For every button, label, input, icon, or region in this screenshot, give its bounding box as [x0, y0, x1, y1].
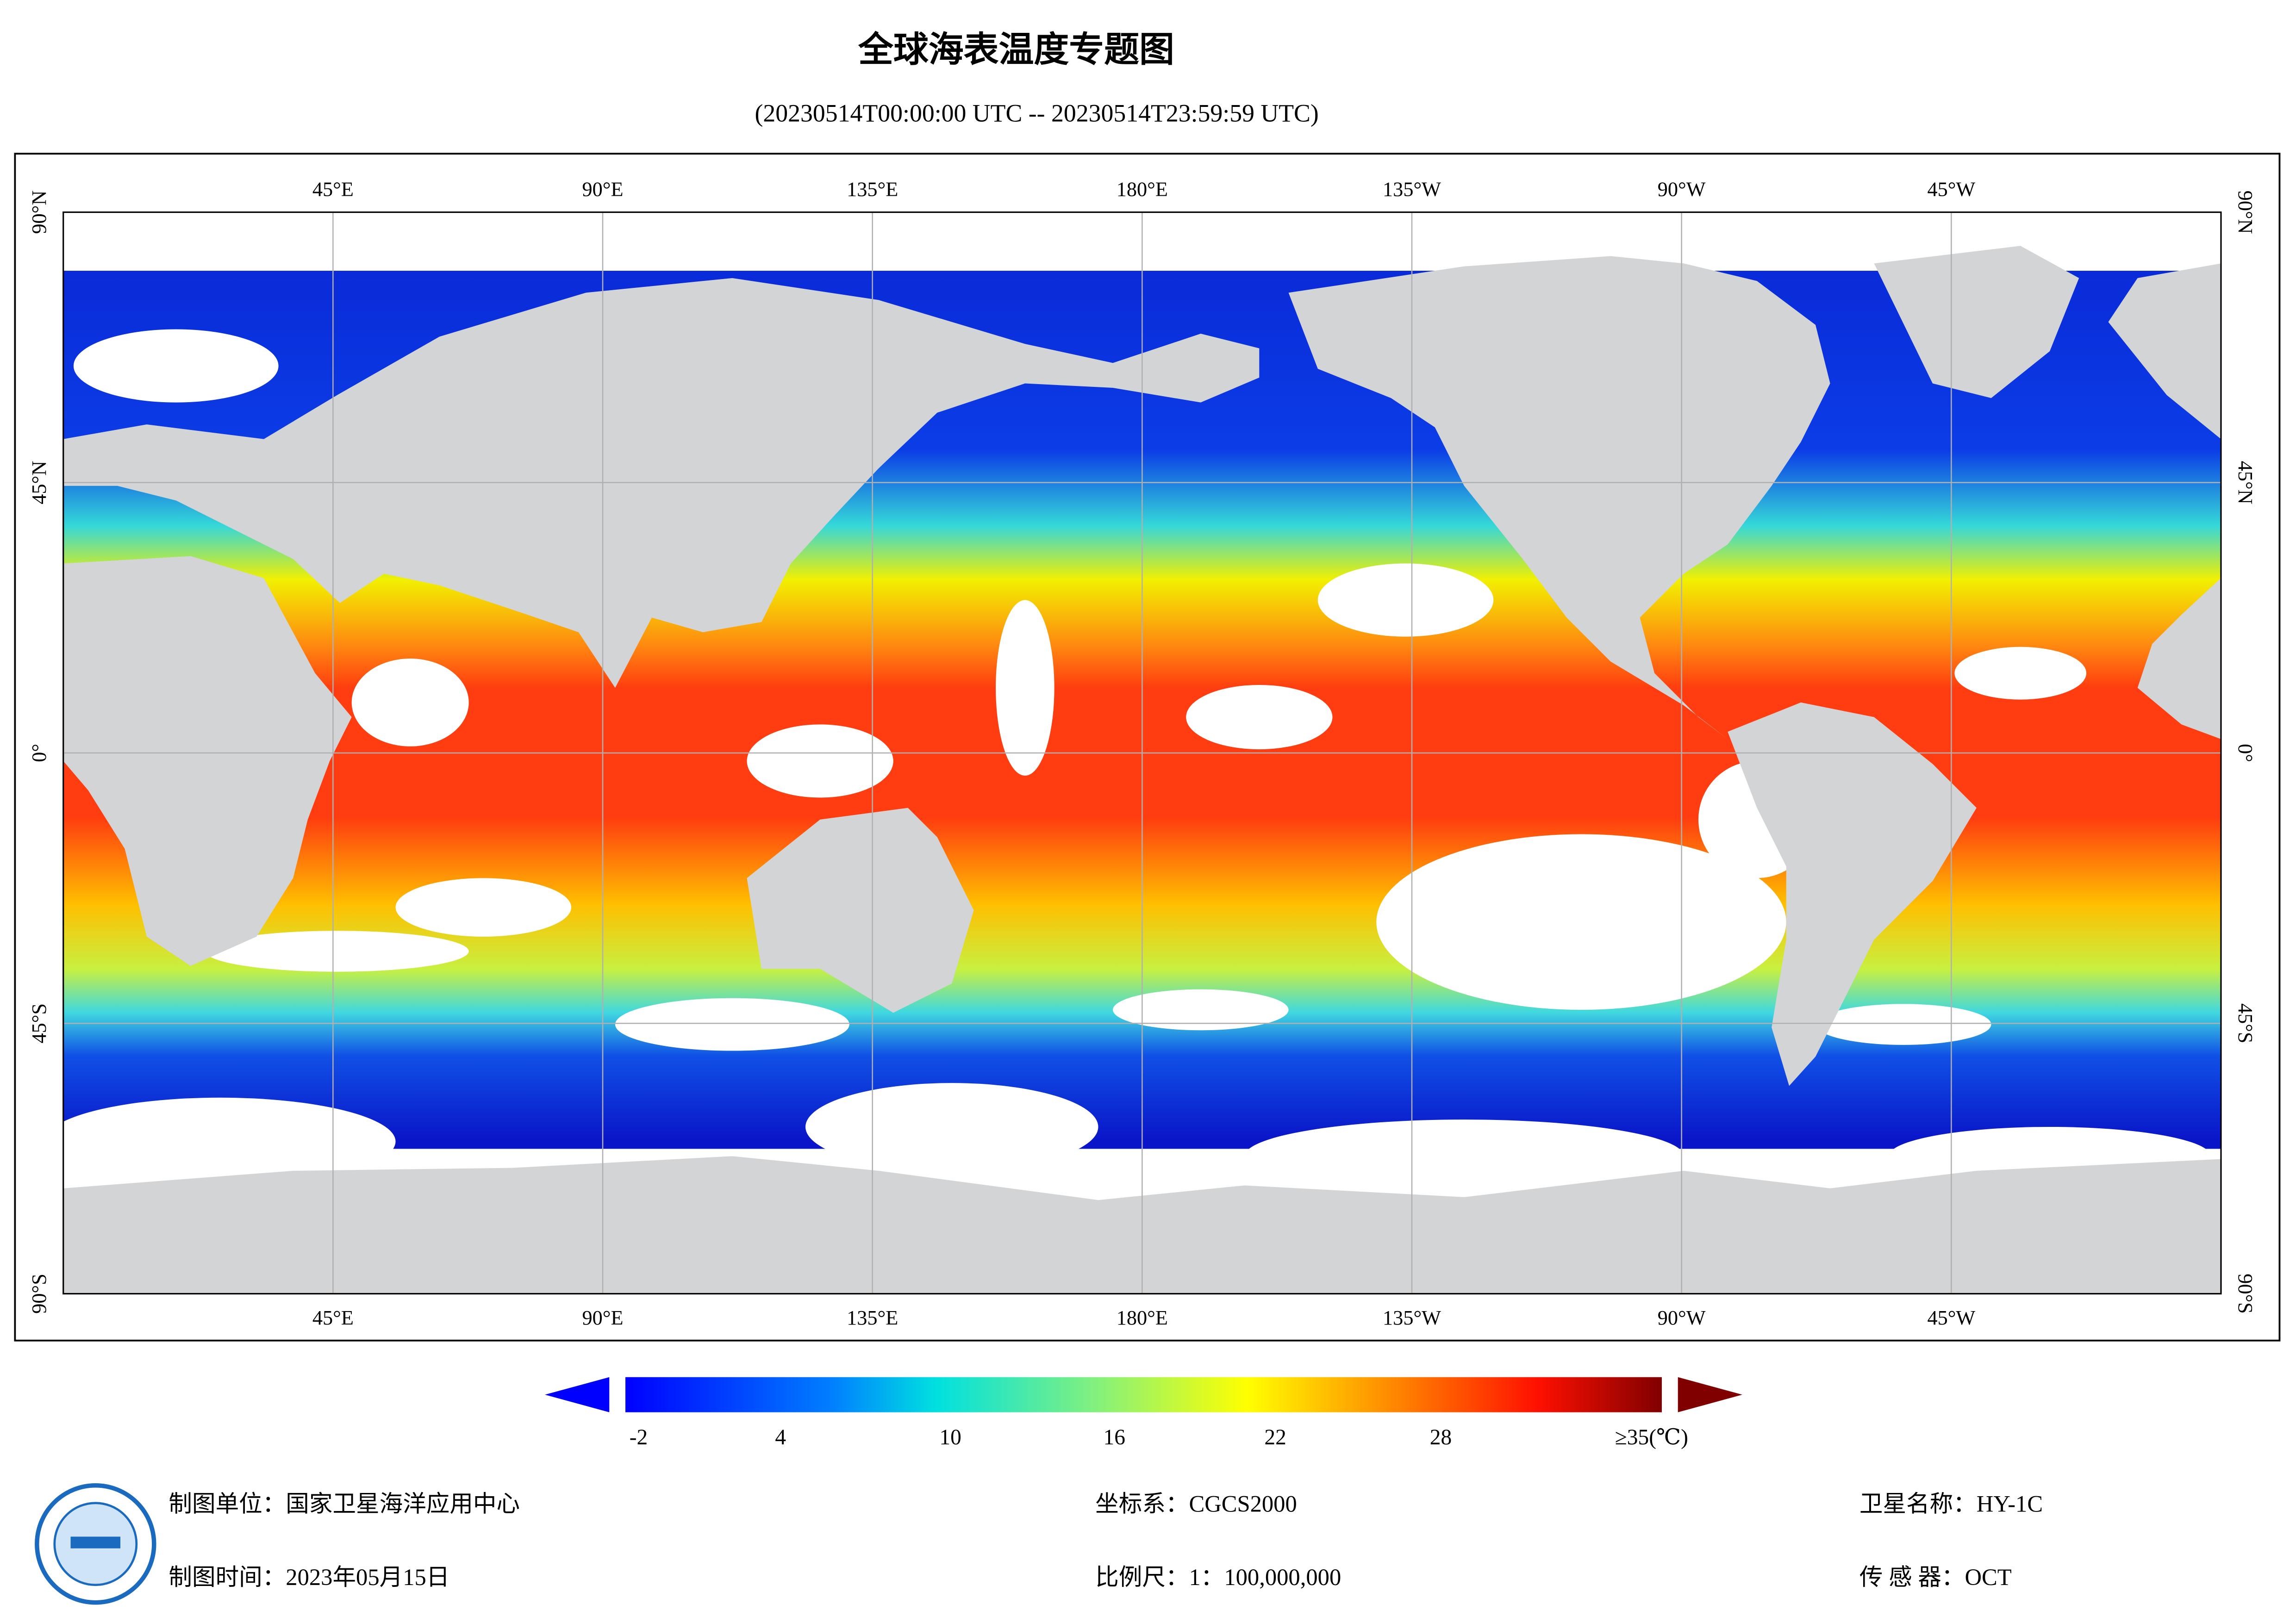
lon-label-bottom: 45°W	[1927, 1306, 1975, 1329]
colorbar-label: -2	[630, 1425, 648, 1449]
lat-label-left: 90°N	[28, 191, 50, 234]
lon-label-bottom: 90°E	[582, 1306, 624, 1329]
footer-scale: 比例尺：1：100,000,000	[1095, 1564, 1341, 1590]
colorbar-labels: -2 4 10 16 22 28 ≥35(℃)	[630, 1425, 1688, 1449]
footer: 制图单位：国家卫星海洋应用中心 制图时间：2023年05月15日 坐标系：CGC…	[168, 1491, 2043, 1590]
lon-label-bottom: 90°W	[1658, 1306, 1706, 1329]
lon-label-bottom: 135°E	[847, 1306, 898, 1329]
lat-label-left: 0°	[28, 744, 50, 762]
colorbar-label: 22	[1264, 1425, 1286, 1449]
footer-unit: 制图单位：国家卫星海洋应用中心	[168, 1491, 520, 1517]
footer-time: 制图时间：2023年05月15日	[168, 1564, 449, 1590]
lon-label-top: 90°E	[582, 178, 624, 201]
lon-label-top: 45°W	[1927, 178, 1975, 201]
colorbar-label: 4	[775, 1425, 786, 1449]
lon-label-bottom: 45°E	[312, 1306, 354, 1329]
lon-label-top: 180°E	[1117, 178, 1168, 201]
map-border	[62, 211, 2222, 1295]
colorbar-label: 16	[1104, 1425, 1125, 1449]
graticule	[63, 212, 2221, 1294]
lat-label-right: 0°	[2234, 744, 2257, 762]
footer-sensor: 传 感 器：OCT	[1859, 1564, 2012, 1590]
lon-label-top: 135°E	[847, 178, 898, 201]
colorbar	[625, 1377, 1662, 1412]
footer-crs: 坐标系：CGCS2000	[1095, 1491, 1297, 1517]
footer-satellite: 卫星名称：HY-1C	[1859, 1491, 2043, 1517]
subtitle: (20230514T00:00:00 UTC -- 20230514T23:59…	[755, 99, 1319, 127]
lat-label-right: 45°S	[2234, 1003, 2257, 1044]
lat-label-right: 45°N	[2234, 461, 2257, 504]
logo	[35, 1483, 156, 1605]
lon-label-bottom: 135°W	[1383, 1306, 1441, 1329]
graticule-labels: 45°E 45°E 90°E 90°E 135°E 135°E 180°E 180°E 135°…	[28, 178, 2257, 1329]
lat-label-left: 45°N	[28, 461, 50, 504]
map-frame	[14, 153, 2281, 1342]
lat-label-right: 90°S	[2234, 1274, 2257, 1314]
colorbar-label: ≥35(℃)	[1615, 1425, 1688, 1449]
lon-label-top: 45°E	[312, 178, 354, 201]
lat-label-left: 90°S	[28, 1274, 50, 1314]
lat-label-left: 45°S	[28, 1003, 50, 1044]
lon-label-top: 135°W	[1383, 178, 1441, 201]
colorbar-high-arrow	[1678, 1377, 1742, 1412]
lon-label-bottom: 180°E	[1117, 1306, 1168, 1329]
lat-label-right: 90°N	[2234, 191, 2257, 234]
map	[63, 212, 2221, 1294]
colorbar-label: 28	[1430, 1425, 1452, 1449]
colorbar-low-arrow	[545, 1377, 610, 1412]
lon-label-top: 90°W	[1658, 178, 1706, 201]
colorbar-label: 10	[939, 1425, 961, 1449]
title: 全球海表温度专题图	[858, 29, 1174, 70]
